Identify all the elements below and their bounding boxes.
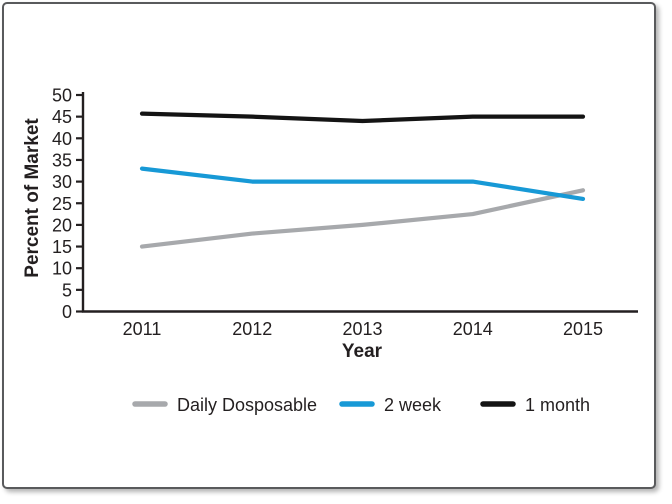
- x-tick-label: 2012: [232, 319, 272, 339]
- y-tick-label: 25: [52, 194, 72, 214]
- legend-label: Daily Dosposable: [177, 395, 317, 415]
- x-axis-title: Year: [342, 341, 383, 362]
- series-lines: [139, 111, 586, 249]
- y-tick-label: 10: [52, 259, 72, 279]
- y-tick-label: 50: [52, 86, 72, 106]
- y-tick-label: 5: [62, 280, 72, 300]
- legend: Daily Dosposable 2 week 1 month: [132, 395, 590, 415]
- y-tick-label: 35: [52, 150, 72, 170]
- y-tick-label: 40: [52, 129, 72, 149]
- y-tick-label: 0: [62, 302, 72, 322]
- axes: [81, 92, 638, 313]
- chart-panel: 0 5 10 15 20 25 30 35 40 45 50 2011 2012 2013 2014 2015…: [2, 2, 656, 489]
- y-tick-label: 45: [52, 107, 72, 127]
- series-line-2-week: [139, 166, 586, 202]
- x-tick-label: 2015: [563, 319, 603, 339]
- x-tick-label: 2013: [342, 319, 382, 339]
- y-tick-label: 15: [52, 237, 72, 257]
- y-tick-label: 20: [52, 215, 72, 235]
- legend-label: 1 month: [525, 395, 590, 415]
- y-tick-label: 30: [52, 172, 72, 192]
- y-axis-title: Percent of Market: [22, 118, 43, 278]
- axis-lines: [81, 92, 638, 313]
- legend-label: 2 week: [384, 395, 442, 415]
- x-tick-label: 2011: [123, 319, 162, 339]
- x-tick-label: 2014: [453, 319, 493, 339]
- series-line-daily-dosposable: [139, 188, 586, 249]
- series-line-1-month: [139, 111, 586, 124]
